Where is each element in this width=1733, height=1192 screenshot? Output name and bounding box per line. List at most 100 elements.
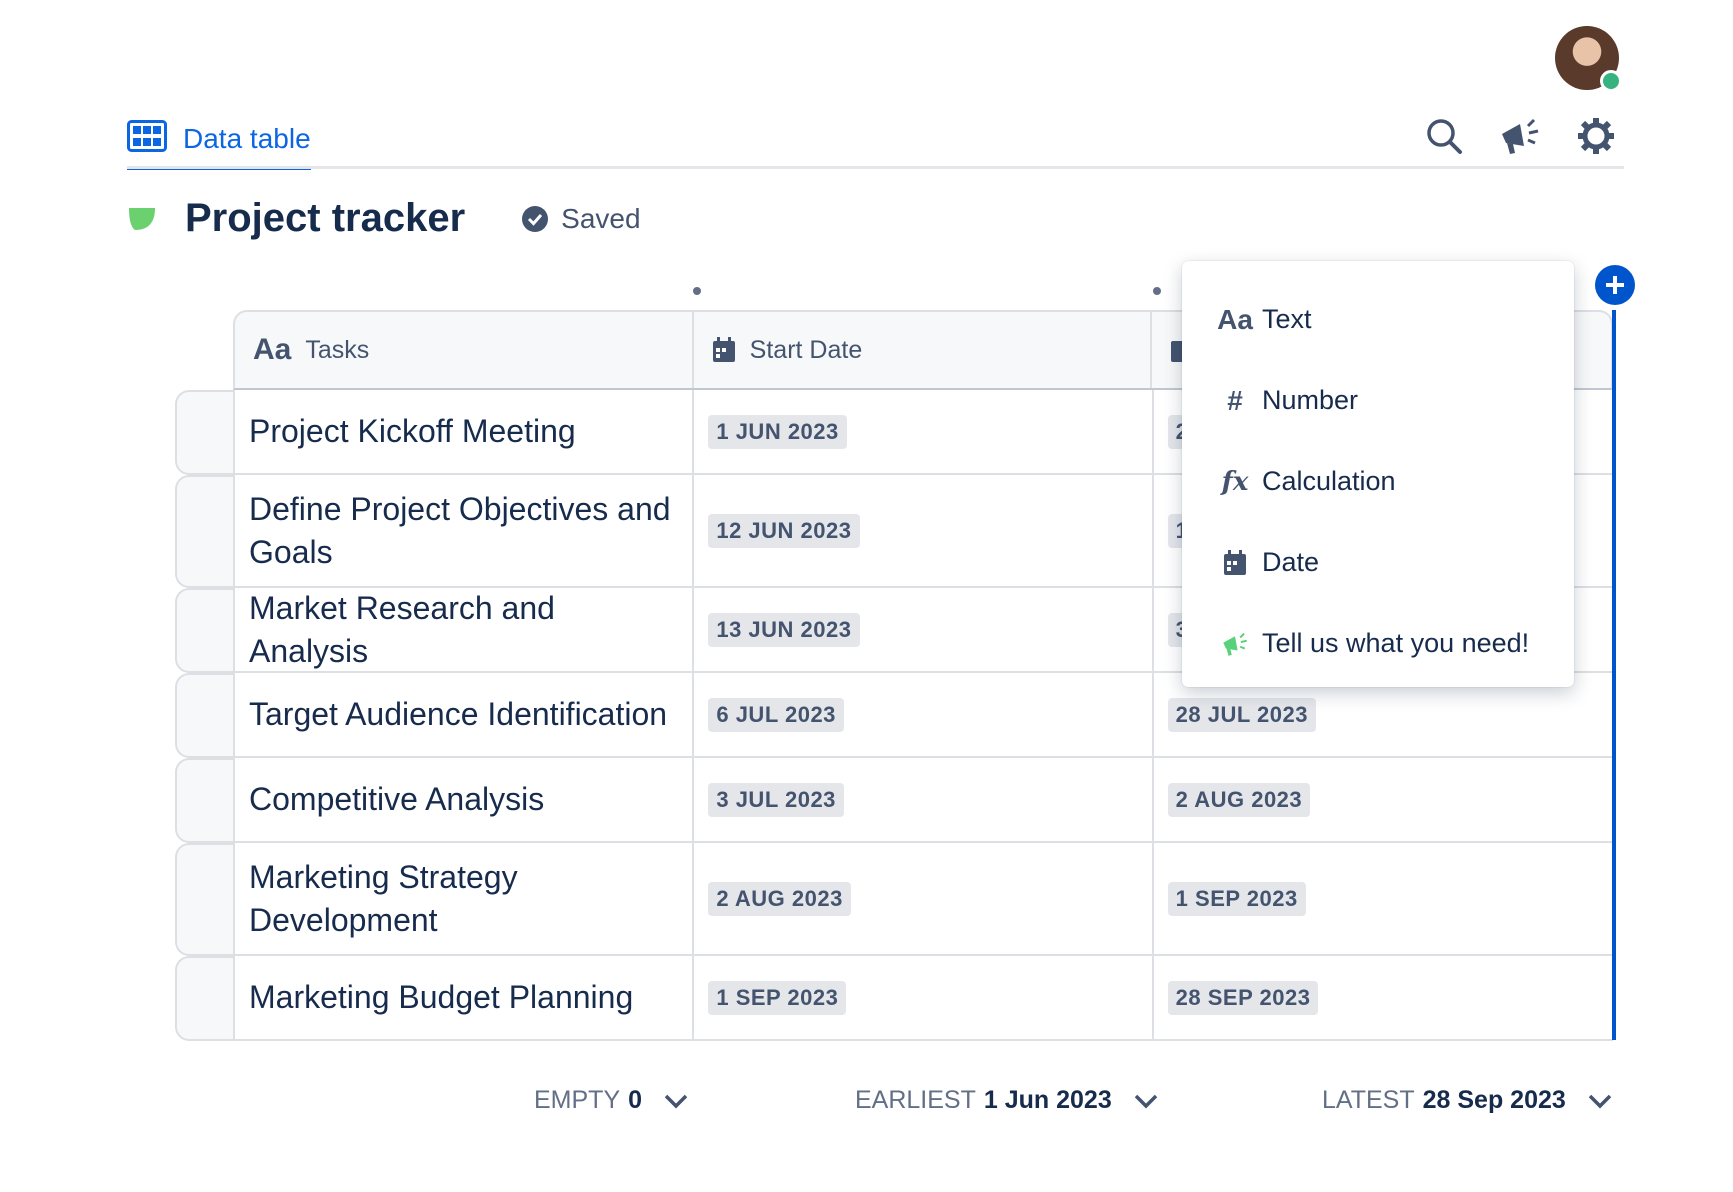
plus-icon (1606, 276, 1624, 294)
row-handle[interactable] (175, 390, 235, 475)
tab-data-table[interactable]: Data table (127, 116, 311, 170)
function-icon: fx (1221, 466, 1249, 497)
end-date-cell[interactable]: 28 JUL 2023 (1154, 673, 1613, 756)
summary-label: LATEST (1322, 1086, 1415, 1114)
task-cell[interactable]: Define Project Objectives and Goals (235, 475, 695, 586)
megaphone-icon (1220, 631, 1250, 657)
row-handle[interactable] (175, 588, 235, 673)
date-lozenge: 12 JUN 2023 (708, 513, 860, 548)
start-date-cell[interactable]: 13 JUN 2023 (694, 588, 1154, 671)
menu-item-date[interactable]: Date (1182, 522, 1574, 603)
latest-summary[interactable]: LATEST 28 Sep 2023 (1322, 1086, 1612, 1115)
menu-item-label: Text (1262, 304, 1312, 334)
date-lozenge: 1 SEP 2023 (708, 980, 847, 1015)
feedback-button[interactable] (1496, 112, 1544, 160)
chevron-down-icon (1134, 1094, 1157, 1108)
task-cell[interactable]: Market Research and Analysis (235, 588, 695, 671)
toolbar (1420, 112, 1620, 160)
task-cell[interactable]: Marketing Strategy Development (235, 843, 695, 954)
date-lozenge: 28 JUL 2023 (1167, 697, 1316, 732)
end-date-cell[interactable]: 28 SEP 2023 (1154, 956, 1613, 1039)
leaf-icon (129, 207, 155, 230)
summary-label: EARLIEST (855, 1086, 976, 1114)
search-button[interactable] (1420, 112, 1468, 160)
table-row: Competitive Analysis 3 JUL 2023 2 AUG 20… (233, 758, 1613, 843)
table-row: Market Research and Analysis 13 JUN 2023… (233, 588, 1613, 673)
row-handles (175, 390, 235, 1041)
tab-label: Data table (183, 122, 311, 154)
date-lozenge: 6 JUL 2023 (708, 697, 844, 732)
search-icon (1427, 119, 1462, 154)
online-status-dot (1600, 70, 1622, 92)
title-row: Project tracker Saved (127, 196, 641, 241)
summary-label: EMPTY (534, 1086, 621, 1114)
saved-status: Saved (521, 202, 641, 235)
summary-value: 1 Jun 2023 (983, 1086, 1112, 1114)
settings-button[interactable] (1572, 112, 1620, 160)
calendar-icon (1220, 549, 1250, 576)
date-lozenge: 1 JUN 2023 (708, 414, 847, 449)
row-handle[interactable] (175, 843, 235, 956)
megaphone-icon (1502, 118, 1539, 154)
saved-label: Saved (561, 202, 641, 234)
date-lozenge: 3 JUL 2023 (708, 782, 844, 817)
menu-item-calculation[interactable]: fx Calculation (1182, 441, 1574, 522)
start-date-cell[interactable]: 2 AUG 2023 (694, 843, 1154, 954)
date-lozenge: 13 JUN 2023 (708, 612, 860, 647)
row-handle[interactable] (175, 673, 235, 758)
summary-value: 28 Sep 2023 (1422, 1086, 1566, 1114)
table-grid-icon (127, 120, 167, 157)
add-column-button[interactable] (1595, 265, 1635, 305)
row-handle[interactable] (175, 475, 235, 588)
table-row: Target Audience Identification 6 JUL 202… (233, 673, 1613, 758)
column-type-menu: Aa Text # Number fx Calculation Date Tel… (1182, 261, 1574, 687)
gear-icon (1578, 118, 1614, 154)
start-date-cell[interactable]: 1 JUN 2023 (694, 390, 1154, 473)
column-resize-handle[interactable] (1153, 287, 1161, 295)
task-cell[interactable]: Project Kickoff Meeting (235, 390, 695, 473)
tabs-divider (127, 166, 1624, 169)
column-label: Tasks (305, 335, 370, 364)
hash-icon: # (1227, 384, 1243, 416)
row-handle[interactable] (175, 758, 235, 843)
date-lozenge: 2 AUG 2023 (1167, 782, 1311, 817)
end-date-cell[interactable]: 2 AUG 2023 (1154, 758, 1613, 841)
empty-summary[interactable]: EMPTY 0 (534, 1086, 688, 1115)
menu-item-label: Calculation (1262, 466, 1396, 496)
menu-item-label: Tell us what you need! (1262, 628, 1530, 658)
task-cell[interactable]: Target Audience Identification (235, 673, 695, 756)
menu-item-text[interactable]: Aa Text (1182, 279, 1574, 360)
date-lozenge: 28 SEP 2023 (1167, 980, 1319, 1015)
menu-item-label: Number (1262, 385, 1359, 415)
start-date-cell[interactable]: 6 JUL 2023 (694, 673, 1154, 756)
column-summary-bar: EMPTY 0 EARLIEST 1 Jun 2023 LATEST 28 Se… (0, 1086, 1733, 1122)
earliest-summary[interactable]: EARLIEST 1 Jun 2023 (855, 1086, 1158, 1115)
page-title[interactable]: Project tracker (185, 196, 466, 240)
task-cell[interactable]: Marketing Budget Planning (235, 956, 695, 1039)
column-label: Start Date (749, 335, 863, 364)
date-lozenge: 2 AUG 2023 (708, 881, 851, 916)
menu-item-label: Date (1262, 547, 1320, 577)
start-date-cell[interactable]: 12 JUN 2023 (694, 475, 1154, 586)
end-date-cell[interactable]: 1 SEP 2023 (1154, 843, 1613, 954)
column-header-start-date[interactable]: Start Date (694, 312, 1153, 388)
summary-value: 0 (628, 1086, 643, 1114)
table-row: Marketing Budget Planning 1 SEP 2023 28 … (233, 956, 1613, 1041)
text-type-icon: Aa (253, 333, 292, 366)
chevron-down-icon (664, 1094, 688, 1108)
task-cell[interactable]: Competitive Analysis (235, 758, 695, 841)
text-type-icon: Aa (1217, 303, 1253, 335)
row-handle[interactable] (175, 956, 235, 1041)
menu-item-feedback[interactable]: Tell us what you need! (1182, 603, 1574, 684)
start-date-cell[interactable]: 3 JUL 2023 (694, 758, 1154, 841)
calendar-icon (712, 337, 735, 362)
check-circle-icon (522, 205, 549, 232)
column-resize-handle[interactable] (693, 287, 701, 295)
start-date-cell[interactable]: 1 SEP 2023 (694, 956, 1154, 1039)
column-header-tasks[interactable]: Aa Tasks (235, 312, 694, 388)
table-row: Marketing Strategy Development 2 AUG 202… (233, 843, 1613, 956)
date-lozenge: 1 SEP 2023 (1167, 881, 1306, 916)
menu-item-number[interactable]: # Number (1182, 360, 1574, 441)
chevron-down-icon (1588, 1094, 1612, 1108)
selected-column-edge (1612, 310, 1616, 1040)
